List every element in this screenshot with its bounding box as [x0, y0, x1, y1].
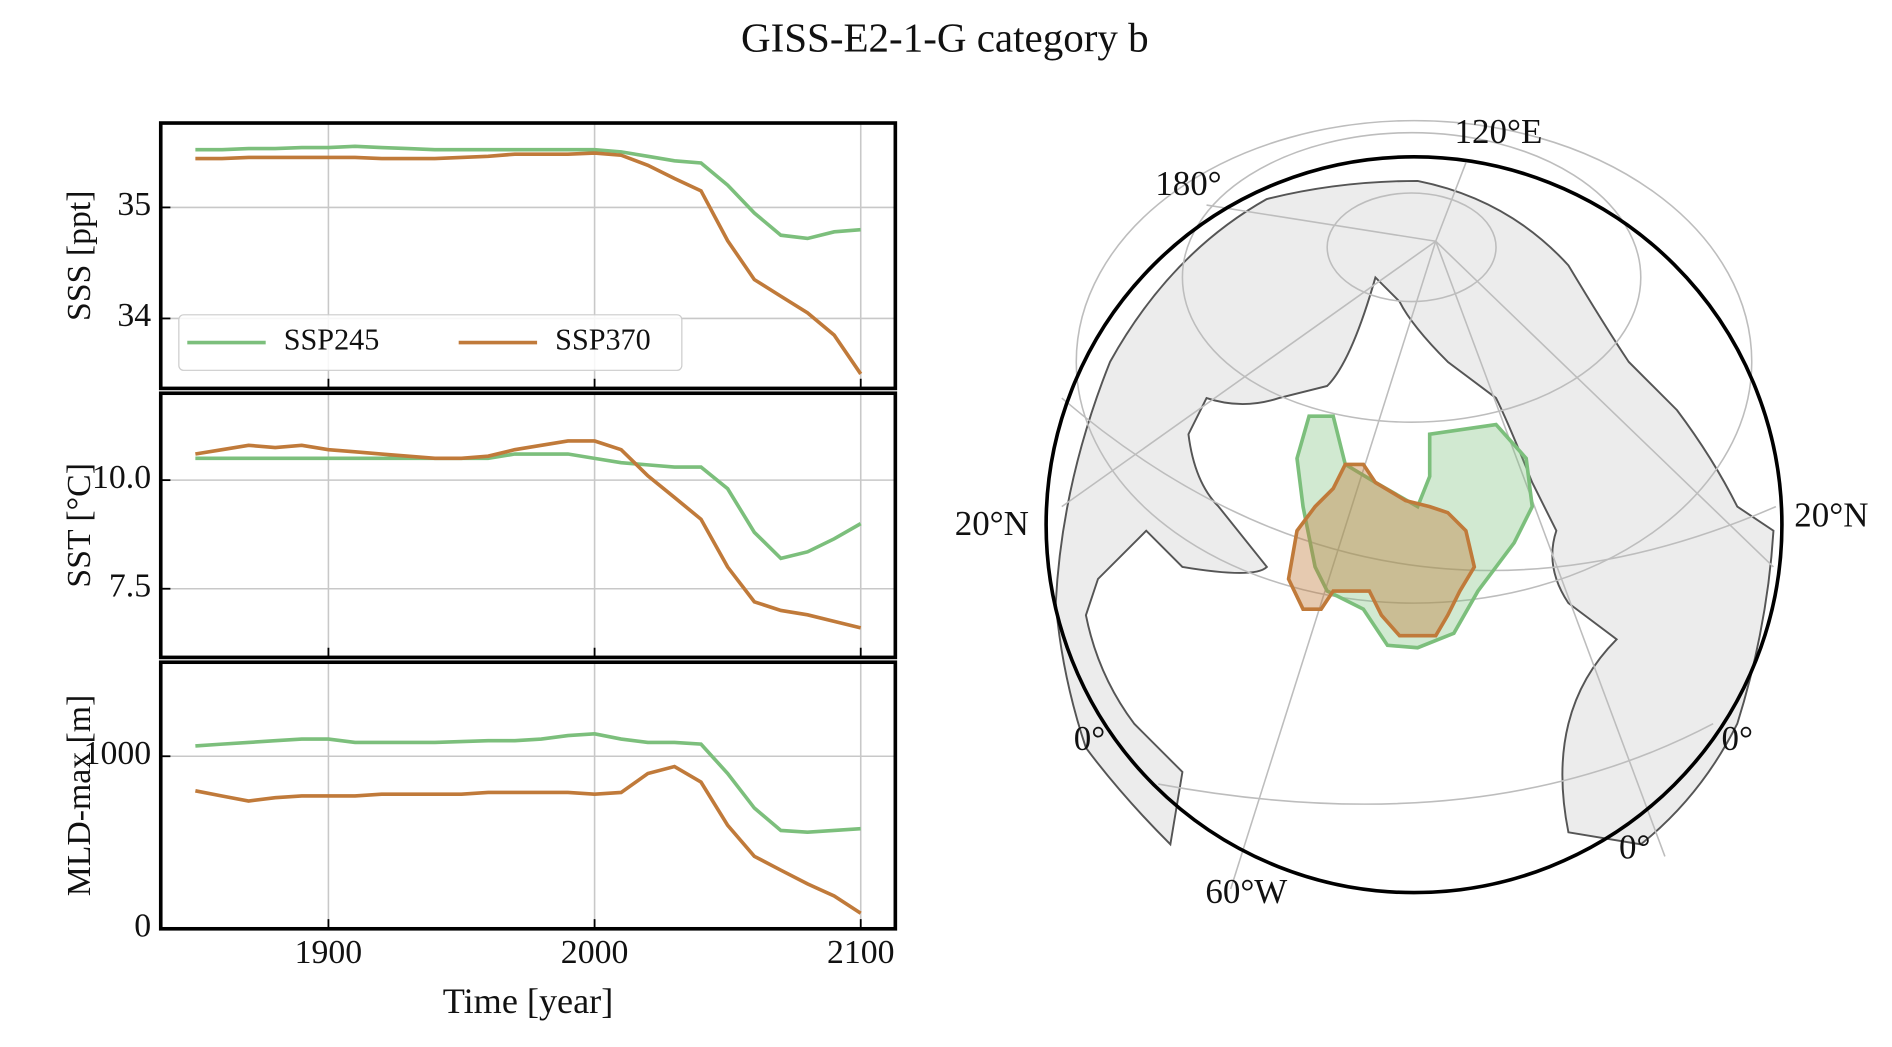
plot-frame — [158, 391, 898, 660]
series-line — [195, 764, 862, 915]
x-tick-label: 2100 — [827, 934, 895, 971]
series-line — [195, 732, 861, 834]
plot-frame — [158, 121, 898, 391]
y-tick-label: 34 — [117, 297, 151, 334]
legend: SSP245 SSP370 — [178, 314, 683, 371]
map-label: 60°W — [1205, 872, 1287, 911]
legend-label: SSP370 — [555, 322, 651, 356]
map-label: 180° — [1155, 164, 1221, 203]
map-label: 0° — [1619, 827, 1650, 866]
y-tick-label: 35 — [117, 186, 151, 223]
x-tick-label: 2000 — [561, 934, 629, 971]
y-axis-label: SSS [ppt] — [61, 191, 98, 321]
map-label: 0° — [1722, 719, 1753, 758]
y-tick-label: 0 — [134, 908, 151, 945]
figure-title: GISS-E2-1-G category b — [741, 15, 1149, 61]
series-line — [195, 452, 862, 561]
legend-label: SSP245 — [284, 322, 380, 356]
x-tick-label: 1900 — [295, 934, 363, 971]
globe — [1044, 119, 1784, 895]
x-axis-label: Time [year] — [443, 981, 613, 1021]
y-axis-label: SST [°C] — [61, 463, 98, 588]
map-label: 0° — [1074, 719, 1105, 758]
y-tick-label: 10.0 — [92, 459, 151, 496]
y-axis-label: MLD-max [m] — [61, 695, 98, 897]
series-line — [195, 439, 862, 630]
series-line — [195, 144, 861, 241]
y-tick-label: 1000 — [84, 735, 152, 772]
map-label: 20°N — [955, 504, 1029, 543]
y-tick-label: 7.5 — [109, 567, 151, 604]
map-label: 20°N — [1794, 496, 1868, 535]
map-label: 120°E — [1455, 112, 1543, 151]
plot-frame — [158, 660, 898, 931]
legend-box — [178, 314, 683, 371]
series-line — [195, 151, 863, 375]
